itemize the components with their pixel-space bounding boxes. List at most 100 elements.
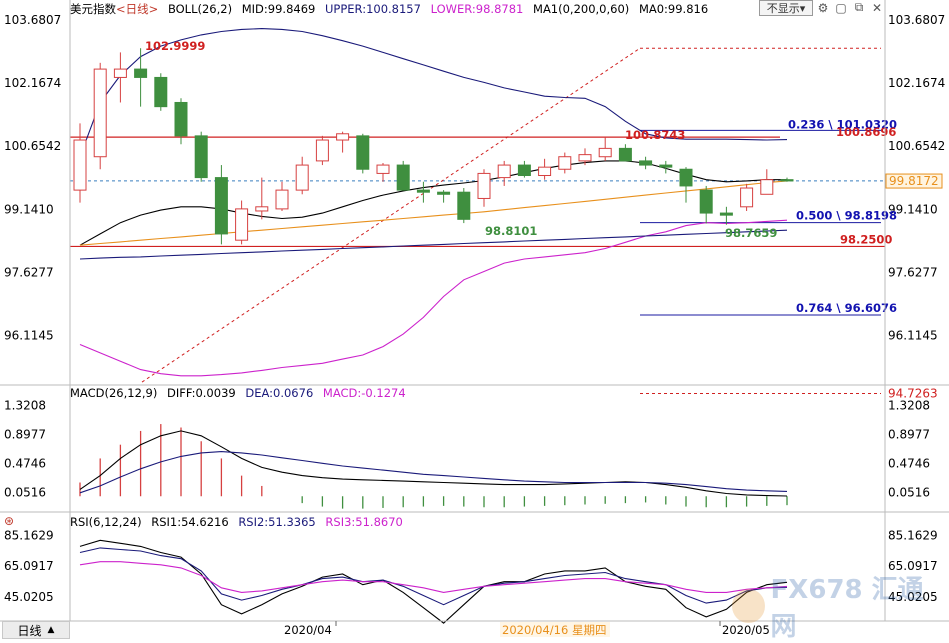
y-tick-label: 1.3208 — [888, 398, 930, 412]
series-line-rsi2 — [79, 547, 788, 606]
series-line-ma1 — [79, 180, 788, 246]
candle-body — [214, 177, 228, 235]
rsi-label[interactable]: RSI(6,12,24) — [70, 515, 142, 529]
low-label: 98.7659 — [725, 226, 777, 240]
y-tick-label: 1.3208 — [4, 398, 46, 412]
y-tick-label: 85.1629 — [888, 528, 938, 542]
rsi3-value: RSI3:51.8670 — [325, 515, 403, 529]
candle-body — [356, 135, 370, 170]
y-tick-label: 102.1674 — [4, 76, 61, 90]
candle-body — [396, 164, 410, 191]
series-line-dea — [79, 451, 788, 494]
y-tick-label: 0.0516 — [888, 486, 930, 500]
watermark-text: FX678 汇通网 — [770, 575, 924, 642]
candle-body — [134, 68, 148, 78]
boll-mid: MID:99.8469 — [241, 2, 316, 16]
series-line-rsi3 — [79, 561, 788, 593]
period-tab[interactable]: 日线 ▲ — [2, 621, 70, 639]
price-panel: 103.6807 103.6807 102.1674 102.1674 100.6542… — [4, 13, 945, 401]
series-line-rsi1 — [79, 539, 788, 624]
crosshair-date-box — [500, 622, 610, 637]
low-label: 98.8101 — [485, 224, 537, 238]
macd-dea: DEA:0.0676 — [245, 386, 314, 400]
hide-dropdown[interactable]: 不显示 ▾ — [759, 0, 813, 16]
y-tick-label: 65.0917 — [888, 559, 938, 573]
candle-body — [154, 76, 168, 108]
series-line-lower — [79, 219, 788, 377]
expand-icon[interactable]: ▢ — [835, 0, 847, 15]
ma0-value: MA0:99.816 — [638, 2, 709, 16]
ma1-label[interactable]: MA1(0,200,0,60) — [533, 2, 630, 16]
y-tick-label: 97.6277 — [4, 265, 54, 279]
x-tick-label: 2020/05 — [722, 623, 770, 637]
period-tab-label: 日线 — [17, 623, 42, 638]
series-line-mid — [79, 160, 787, 246]
candle-body — [598, 147, 612, 158]
candle-body — [73, 139, 87, 191]
candle-body — [558, 156, 572, 170]
close-icon[interactable]: ✕ — [871, 0, 883, 15]
y-tick-label: 96.1145 — [4, 329, 54, 343]
candle-body — [174, 101, 188, 137]
macd-label[interactable]: MACD(26,12,9) — [70, 386, 158, 400]
y-tick-label: 0.4746 — [888, 457, 930, 471]
y-tick-label: 96.1145 — [888, 329, 938, 343]
candle-body — [618, 147, 632, 162]
candle-body — [113, 68, 127, 78]
candle-body — [780, 179, 794, 182]
series-line-ma0 — [79, 229, 788, 260]
candle-body — [235, 208, 249, 241]
current-price-label: 99.8172 — [889, 174, 939, 188]
fib-label: 0.236 \ 101.0320 — [788, 117, 897, 131]
x-tick-label: 2020/04 — [284, 623, 332, 637]
restore-icon[interactable]: ⧉ — [854, 0, 864, 14]
candle-body — [194, 135, 208, 179]
candle-body — [295, 164, 309, 191]
y-tick-label: 0.8977 — [4, 428, 46, 442]
macd-diff: DIFF:0.0039 — [167, 386, 236, 400]
period-label: <日线> — [116, 2, 159, 16]
candle-body — [437, 191, 451, 195]
y-tick-label: 45.0205 — [888, 590, 938, 604]
y-tick-label: 99.1410 — [888, 202, 938, 216]
current-price-tag — [885, 173, 943, 189]
boll-lower: LOWER:98.8781 — [430, 2, 524, 16]
settings-icon[interactable]: ⚙ — [817, 0, 829, 15]
candle-body — [497, 164, 511, 179]
chevron-up-icon: ▲ — [47, 625, 55, 635]
candle-body — [517, 164, 531, 177]
rsi-header: RSI(6,12,24) RSI1:54.6216 RSI2:51.3365 R… — [70, 515, 409, 530]
candle-body — [639, 160, 653, 166]
fib-label: 0.500 \ 98.8198 — [796, 209, 897, 223]
candle-body — [315, 139, 329, 162]
macd-header: MACD(26,12,9) DIFF:0.0039 DEA:0.0676 MAC… — [70, 386, 412, 401]
rsi1-value: RSI1:54.6216 — [151, 515, 229, 529]
chevron-down-icon: ▾ — [799, 1, 806, 15]
boll-label[interactable]: BOLL(26,2) — [167, 2, 233, 16]
y-tick-label: 0.8977 — [888, 428, 930, 442]
candle-body — [275, 189, 289, 210]
y-tick-label: 102.1674 — [888, 76, 945, 90]
fib-label: 0.764 \ 96.6076 — [796, 301, 897, 315]
y-tick-label: 103.6807 — [888, 13, 945, 27]
rsi-panel: 85.1629 85.1629 65.0917 65.0917 45.0205 45.02… — [4, 528, 938, 624]
candle-body — [659, 164, 673, 168]
y-tick-label: 0.0516 — [4, 486, 46, 500]
instrument-name: 美元指数 — [70, 2, 116, 16]
candle-body — [416, 189, 430, 193]
y-tick-label: 100.6542 — [888, 139, 945, 153]
macd-panel: 1.3208 1.3208 0.8977 0.8977 0.4746 0.4746 0.05… — [4, 398, 930, 509]
crosshair-icon[interactable]: ⊛ — [4, 514, 15, 528]
watermark-logo-icon — [732, 589, 765, 623]
series-line-upper — [79, 28, 788, 157]
candle-body — [255, 206, 269, 212]
y-tick-label: 103.6807 — [4, 13, 61, 27]
y-tick-label: 65.0917 — [4, 559, 54, 573]
y-tick-label: 99.1410 — [4, 202, 54, 216]
y-tick-label: 100.6542 — [4, 139, 61, 153]
hide-label: 不显示 — [766, 2, 800, 15]
resistance-label: 100.8696 — [836, 125, 896, 139]
candle-body — [376, 164, 390, 174]
high-label: 100.8743 — [625, 128, 685, 142]
candle-body — [740, 187, 754, 208]
